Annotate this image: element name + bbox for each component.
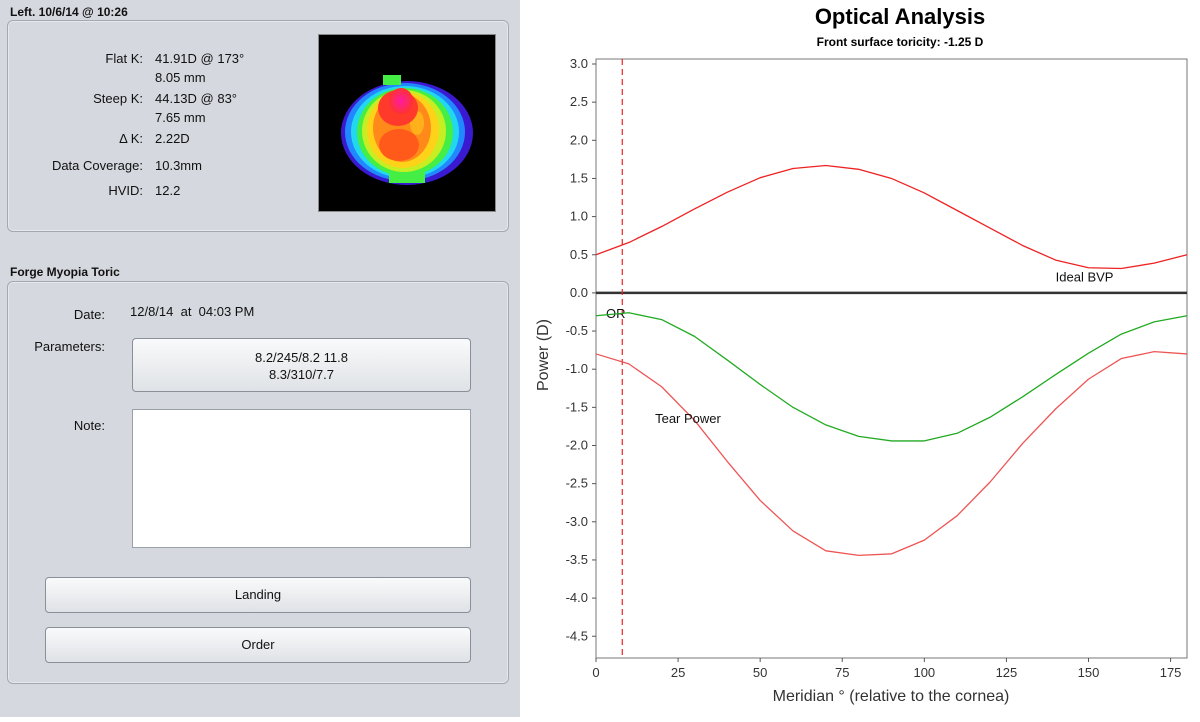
coverage-value: 10.3mm [155,158,202,173]
x-tick-label: 50 [753,665,767,680]
order-button[interactable]: Order [45,627,471,663]
y-tick-label: 1.0 [570,209,588,224]
parameters-line-2: 8.3/310/7.7 [268,367,335,382]
chart-panel: Optical Analysis Front surface toricity:… [520,0,1200,717]
x-tick-label: 150 [1078,665,1100,680]
y-tick-label: -3.0 [566,514,588,529]
hvid-value: 12.2 [155,183,181,198]
chart-subtitle: Front surface toricity: -1.25 D [817,35,984,49]
flat-k-label: Flat K: [105,51,143,66]
y-tick-label: 3.0 [570,56,588,71]
y-tick-label: -4.0 [566,590,588,605]
y-tick-label: 1.5 [570,170,588,185]
y-tick-label: -2.0 [566,438,588,453]
delta-k-value: 2.22D [155,131,190,146]
y-tick-label: 0.5 [570,247,588,262]
x-tick-label: 75 [835,665,849,680]
left-panel: Left. 10/6/14 @ 10:26 Flat K: 41.91D @ 1… [0,0,520,717]
y-tick-label: -4.5 [566,628,588,643]
lens-panel: Date: 12/8/14 at 04:03 PM Parameters: 8.… [7,281,509,684]
series-label: Tear Power [655,411,721,426]
x-tick-label: 0 [592,665,599,680]
steep-k-mm: 7.65 mm [155,110,206,125]
chart-title: Optical Analysis [815,4,985,29]
parameters-line-1: 8.2/245/8.2 11.8 [254,350,348,365]
y-tick-label: 0.0 [570,285,588,300]
flat-k-value: 41.91D @ 173° [155,51,245,66]
optical-analysis-chart: Optical Analysis Front surface toricity:… [535,4,1188,705]
series-line-tear-power [595,351,1188,557]
series-label: Ideal BVP [1056,270,1114,285]
note-textarea[interactable] [132,409,471,548]
series-line-ideal-bvp [595,164,1188,270]
note-label: Note: [73,418,105,433]
y-axis-label: Power (D) [535,319,552,391]
y-tick-label: -1.5 [566,399,588,414]
coverage-label: Data Coverage: [51,158,143,173]
x-tick-label: 25 [671,665,685,680]
x-tick-label: 175 [1160,665,1182,680]
lens-title: Forge Myopia Toric [10,265,120,279]
flat-k-mm: 8.05 mm [155,70,206,85]
series-line-green [595,312,1188,442]
y-tick-label: -2.5 [566,476,588,491]
parameters-label: Parameters: [34,339,105,354]
x-axis-label: Meridian ° (relative to the cornea) [773,688,1010,705]
x-tick-label: 100 [913,665,935,680]
keratometry-title: Left. 10/6/14 @ 10:26 [10,5,128,19]
y-tick-label: 2.5 [570,94,588,109]
x-tick-label: 125 [996,665,1018,680]
landing-button[interactable]: Landing [45,577,471,613]
parameters-button[interactable]: 8.2/245/8.2 11.8 8.3/310/7.7 [132,338,471,392]
date-label: Date: [73,307,105,322]
steep-k-value: 44.13D @ 83° [155,91,237,106]
plot-frame [595,58,1188,659]
keratometry-panel: Flat K: 41.91D @ 173° 8.05 mm Steep K: 4… [7,20,509,232]
y-tick-label: -0.5 [566,323,588,338]
topography-map [318,34,496,212]
y-tick-label: -1.0 [566,361,588,376]
delta-k-label: Δ K: [119,131,143,146]
y-tick-label: 2.0 [570,132,588,147]
hvid-label: HVID: [108,183,143,198]
y-tick-label: -3.5 [566,552,588,567]
steep-k-label: Steep K: [93,91,143,106]
date-value: 12/8/14 at 04:03 PM [130,304,255,319]
